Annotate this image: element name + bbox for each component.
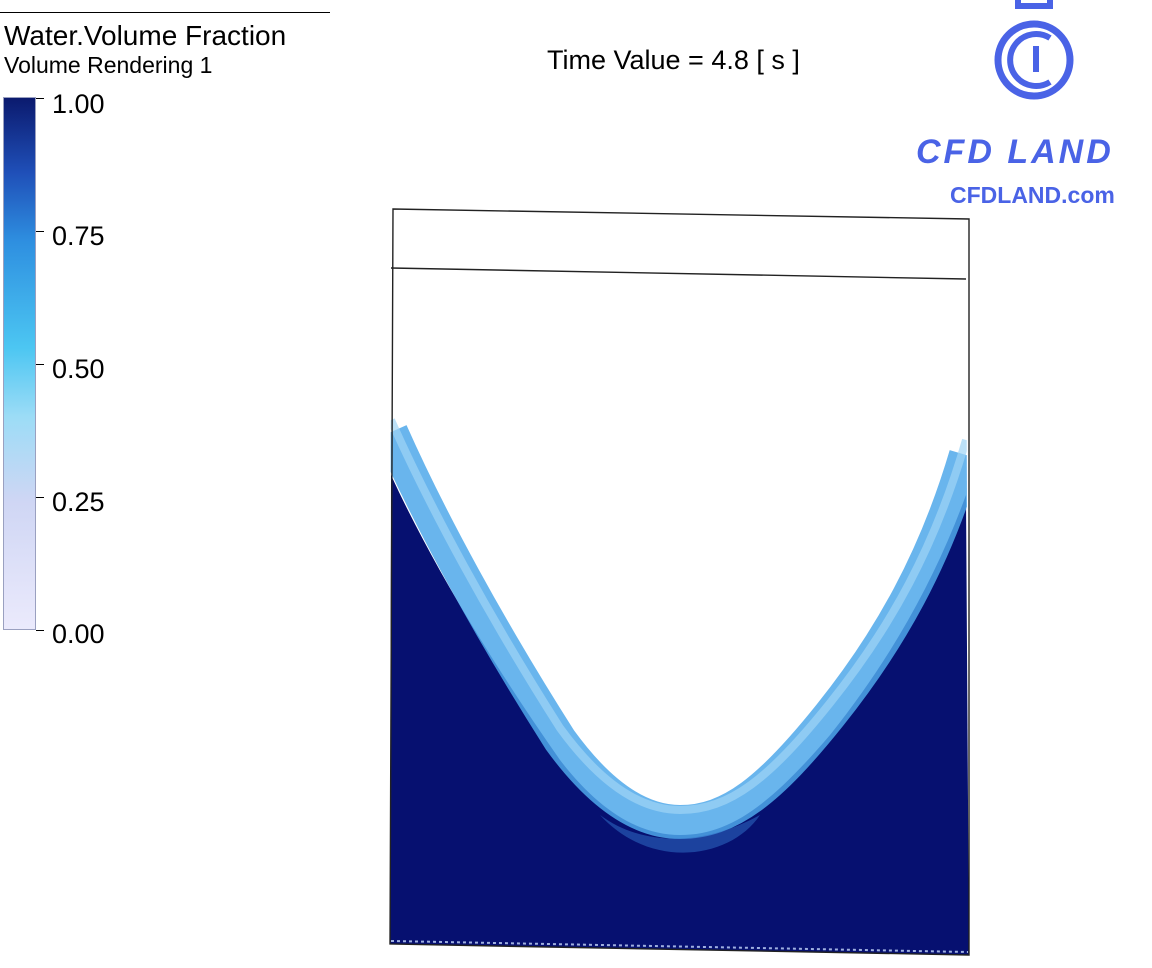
cfd-land-logo-icon [994,0,1074,100]
colorbar-tick-label-max: 1.00 [52,89,105,119]
colorbar-tick-label: 0.25 [52,487,105,517]
trough-shadow [600,815,760,853]
colorbar-tick-label: 0.50 [52,354,105,384]
header-divider [0,12,330,13]
logo-brand-text: CFD LAND [916,133,1114,171]
tank-lid-line [390,267,967,280]
colorbar-tick-label: 0.75 [52,221,105,251]
colorbar-tick-mark [36,98,44,99]
legend-title: Water.Volume Fraction [4,20,287,51]
water-body [390,475,969,955]
free-surface-interface [390,425,969,840]
colorbar-tick-mark [36,630,44,631]
legend-subtitle: Volume Rendering 1 [4,52,213,78]
colorbar-tick-label-min: 0.00 [52,619,105,649]
tank-bottom-hatch [390,940,969,953]
colorbar-tick-mark [36,364,44,365]
colorbar-tick-mark [36,231,44,232]
free-surface-highlight [390,418,969,815]
time-value-annotation: Time Value = 4.8 [ s ] [547,45,800,75]
logo-url-text: CFDLAND.com [950,182,1115,208]
colorbar-tick-mark [36,497,44,498]
colorbar [3,97,36,630]
tank-outline [389,208,970,956]
